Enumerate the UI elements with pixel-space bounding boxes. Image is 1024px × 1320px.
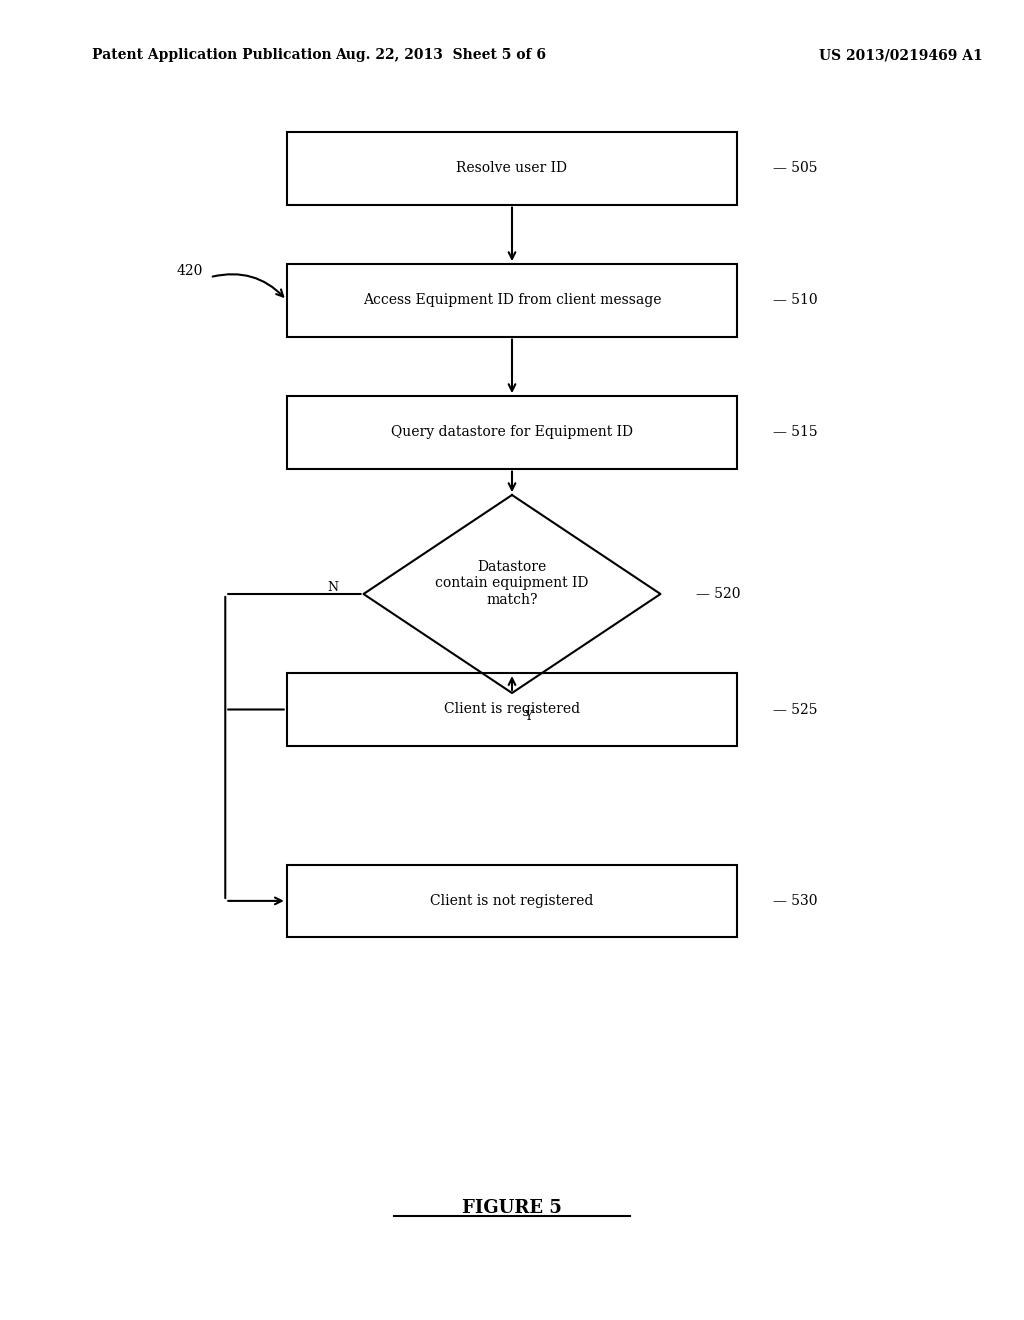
Text: — 505: — 505 — [773, 161, 817, 176]
Text: US 2013/0219469 A1: US 2013/0219469 A1 — [819, 49, 983, 62]
Text: Patent Application Publication: Patent Application Publication — [92, 49, 332, 62]
FancyBboxPatch shape — [287, 865, 737, 937]
Text: Query datastore for Equipment ID: Query datastore for Equipment ID — [391, 425, 633, 440]
FancyBboxPatch shape — [287, 396, 737, 469]
Text: Resolve user ID: Resolve user ID — [457, 161, 567, 176]
FancyBboxPatch shape — [287, 264, 737, 337]
Text: — 515: — 515 — [773, 425, 818, 440]
Text: FIGURE 5: FIGURE 5 — [462, 1199, 562, 1217]
Text: Datastore
contain equipment ID
match?: Datastore contain equipment ID match? — [435, 560, 589, 607]
Text: — 510: — 510 — [773, 293, 818, 308]
Text: — 525: — 525 — [773, 702, 817, 717]
Text: — 520: — 520 — [696, 587, 740, 601]
FancyBboxPatch shape — [287, 132, 737, 205]
Text: — 530: — 530 — [773, 894, 817, 908]
Text: N: N — [327, 581, 338, 594]
Text: Aug. 22, 2013  Sheet 5 of 6: Aug. 22, 2013 Sheet 5 of 6 — [335, 49, 546, 62]
Text: Y: Y — [524, 710, 532, 723]
Text: Client is registered: Client is registered — [444, 702, 580, 717]
Text: Access Equipment ID from client message: Access Equipment ID from client message — [362, 293, 662, 308]
Text: Client is not registered: Client is not registered — [430, 894, 594, 908]
Text: 420: 420 — [176, 264, 203, 277]
FancyBboxPatch shape — [287, 673, 737, 746]
